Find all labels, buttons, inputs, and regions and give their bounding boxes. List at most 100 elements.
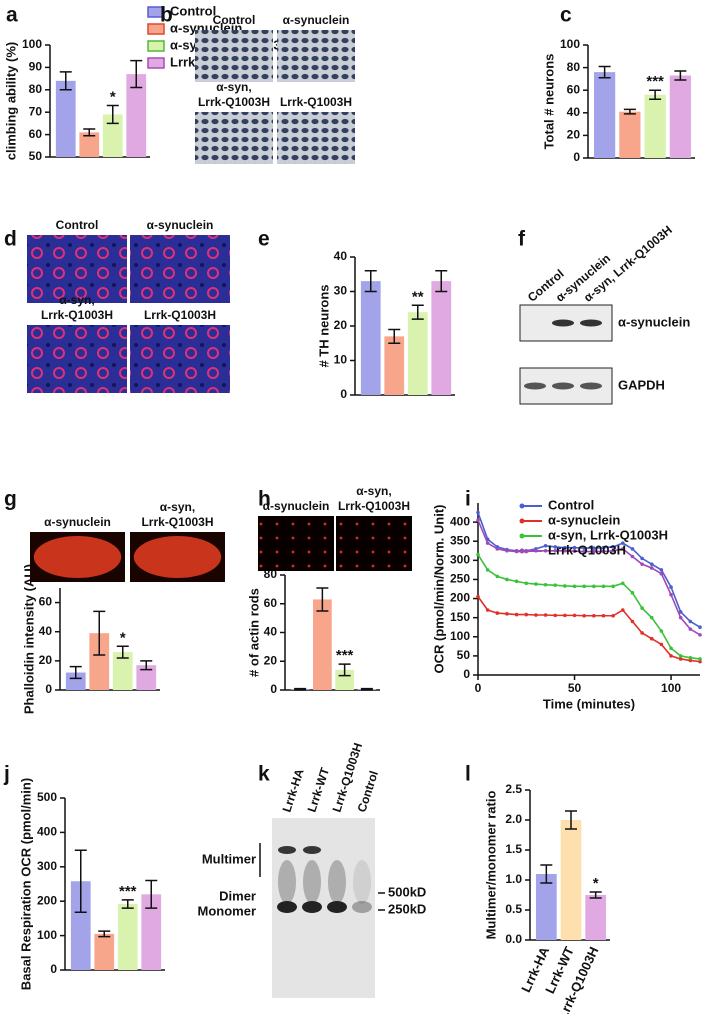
point (611, 613, 615, 618)
image-caption: Lrrk-Q1003H (338, 499, 410, 513)
y-tick-label: 10 (334, 353, 348, 367)
error-bar (338, 663, 351, 677)
y-tick-label: 20 (567, 128, 581, 142)
point (495, 611, 500, 615)
point (611, 548, 615, 553)
image (336, 516, 412, 571)
y-tick-label: 20 (334, 318, 348, 332)
bar (55, 80, 76, 157)
image-caption: α-syn, (59, 293, 94, 307)
point (563, 613, 567, 618)
error-bar (83, 128, 96, 137)
y-tick-label: 20 (264, 653, 278, 667)
panel-letter: k (258, 763, 270, 786)
image (277, 112, 355, 164)
point (659, 568, 664, 572)
significance: *** (119, 883, 137, 900)
error-bar (74, 849, 87, 913)
error-bar (93, 610, 106, 656)
bar (585, 895, 607, 940)
y-tick-label: 150 (450, 610, 470, 624)
error-bar (294, 687, 307, 691)
error-bar (435, 270, 448, 293)
lane-label: Lrrk-WT (305, 765, 333, 814)
y-tick-label: 0 (340, 387, 347, 401)
point (524, 581, 529, 586)
bar (65, 672, 86, 690)
gel-smear (303, 860, 321, 904)
significance: * (110, 88, 116, 105)
point (582, 549, 586, 554)
point (534, 582, 538, 586)
y-tick-label: 100 (22, 37, 42, 51)
y-tick-label: 40 (334, 249, 348, 263)
point (553, 583, 558, 587)
point (582, 546, 586, 550)
point (640, 631, 644, 635)
point (495, 547, 500, 551)
point (649, 566, 654, 570)
panel-letter: e (258, 228, 270, 251)
point (630, 554, 635, 559)
panel-letter: d (4, 228, 17, 251)
point (592, 584, 596, 589)
error-bar (130, 59, 143, 89)
lane-label: Lrrk-HA (280, 767, 307, 814)
legend-swatch (147, 23, 165, 35)
y-tick-label: 40 (264, 625, 278, 639)
bar (407, 312, 428, 395)
bar (360, 281, 381, 395)
point (659, 642, 664, 647)
y-tick-label: 200 (450, 591, 470, 605)
image-caption: Lrrk-Q1003H (280, 95, 352, 109)
bar (644, 94, 666, 158)
point (563, 548, 567, 553)
x-tick-label: 50 (568, 681, 582, 695)
point (620, 608, 625, 612)
point (640, 606, 644, 610)
image-tissue (33, 536, 122, 578)
bar (431, 281, 452, 395)
point (649, 636, 654, 641)
point (678, 610, 683, 614)
legend-label: α-syn, Lrrk-Q1003H (548, 527, 668, 542)
error-bar (540, 864, 553, 884)
panel-letter: f (518, 228, 526, 251)
y-tick-label: 80 (567, 60, 581, 74)
image-caption: α-synuclein (44, 515, 111, 529)
point (688, 627, 693, 631)
point (563, 545, 567, 550)
y-tick-label: 400 (450, 514, 470, 528)
point (630, 547, 635, 551)
point (620, 581, 625, 586)
point (688, 619, 693, 624)
y-tick-label: 100 (450, 629, 470, 643)
legend-marker (519, 503, 525, 509)
image-caption: Lrrk-Q1003H (41, 308, 113, 322)
y-tick-label: 300 (450, 553, 470, 567)
gel-band (352, 901, 372, 913)
image-tissue (133, 536, 222, 578)
point (543, 548, 548, 553)
x-axis-label: Time (minutes) (543, 696, 635, 711)
legend-swatch (147, 6, 165, 18)
error-bar (69, 665, 82, 680)
point (659, 629, 664, 633)
y-tick-label: 350 (450, 533, 470, 547)
image (195, 112, 273, 164)
point (505, 612, 509, 616)
y-tick-label: 60 (29, 127, 43, 141)
image-caption: α-synuclein (147, 218, 214, 232)
point (514, 579, 519, 584)
image-caption: Control (56, 218, 99, 232)
bar (102, 114, 123, 157)
point (698, 657, 702, 661)
y-tick-label: 20 (39, 653, 53, 667)
point (592, 546, 596, 550)
point (485, 541, 490, 545)
point (572, 613, 577, 618)
error-bar (565, 810, 577, 830)
bar (535, 874, 557, 940)
point (582, 613, 586, 618)
